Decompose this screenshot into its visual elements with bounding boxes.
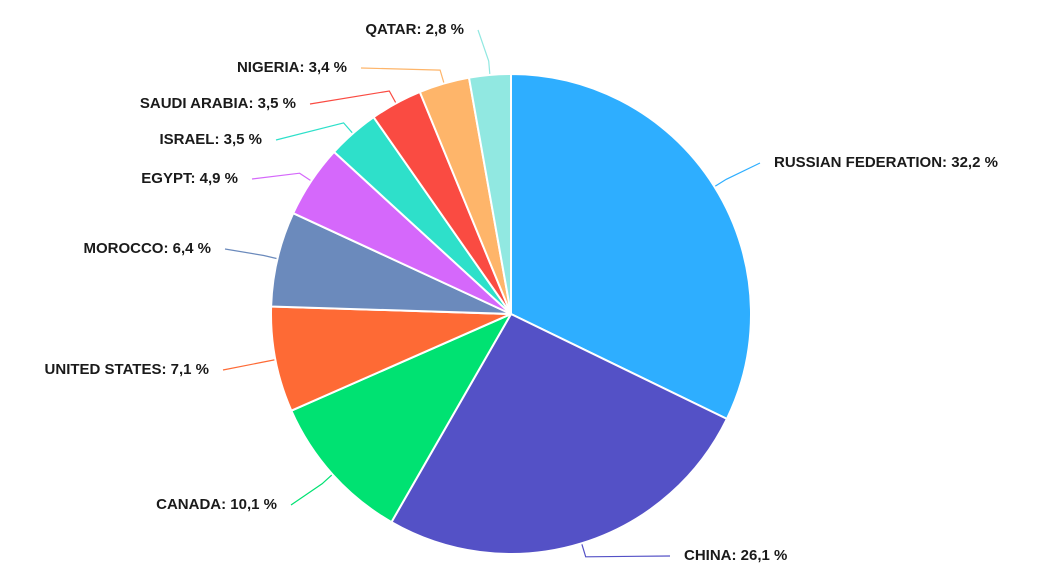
labels-layer: RUSSIAN FEDERATION: 32,2 % CHINA: 26,1 % C… bbox=[45, 21, 998, 564]
connector-russian-federation bbox=[714, 162, 761, 187]
pie-slice-russian-federation[interactable] bbox=[510, 73, 752, 420]
connector-china bbox=[581, 544, 671, 558]
label-nigeria: NIGERIA: 3,4 % bbox=[237, 59, 347, 76]
pie-slice-qatar[interactable] bbox=[467, 72, 512, 315]
label-china: CHINA: 26,1 % bbox=[684, 547, 787, 564]
connector-united-states bbox=[222, 359, 275, 371]
connector-saudi-arabia bbox=[309, 90, 397, 105]
label-canada: CANADA: 10,1 % bbox=[156, 496, 277, 513]
label-egypt: EGYPT: 4,9 % bbox=[141, 170, 238, 187]
connector-israel bbox=[275, 122, 353, 141]
connector-morocco bbox=[224, 248, 277, 260]
connector-nigeria bbox=[360, 67, 445, 83]
label-united-states: UNITED STATES: 7,1 % bbox=[45, 361, 209, 378]
connector-canada bbox=[290, 474, 333, 506]
label-morocco: MOROCCO: 6,4 % bbox=[83, 240, 211, 257]
connectors-layer bbox=[222, 29, 761, 558]
label-saudi-arabia: SAUDI ARABIA: 3,5 % bbox=[140, 95, 296, 112]
slices-layer bbox=[270, 72, 752, 555]
pie-slice-united-states[interactable] bbox=[270, 305, 512, 412]
connector-qatar bbox=[477, 29, 491, 74]
label-israel: ISRAEL: 3,5 % bbox=[159, 131, 262, 148]
pie-slice-china[interactable] bbox=[390, 313, 728, 555]
pie-slice-canada[interactable] bbox=[290, 313, 512, 524]
connector-egypt bbox=[251, 172, 311, 181]
label-qatar: QATAR: 2,8 % bbox=[365, 21, 464, 38]
label-russian-federation: RUSSIAN FEDERATION: 32,2 % bbox=[774, 154, 998, 171]
